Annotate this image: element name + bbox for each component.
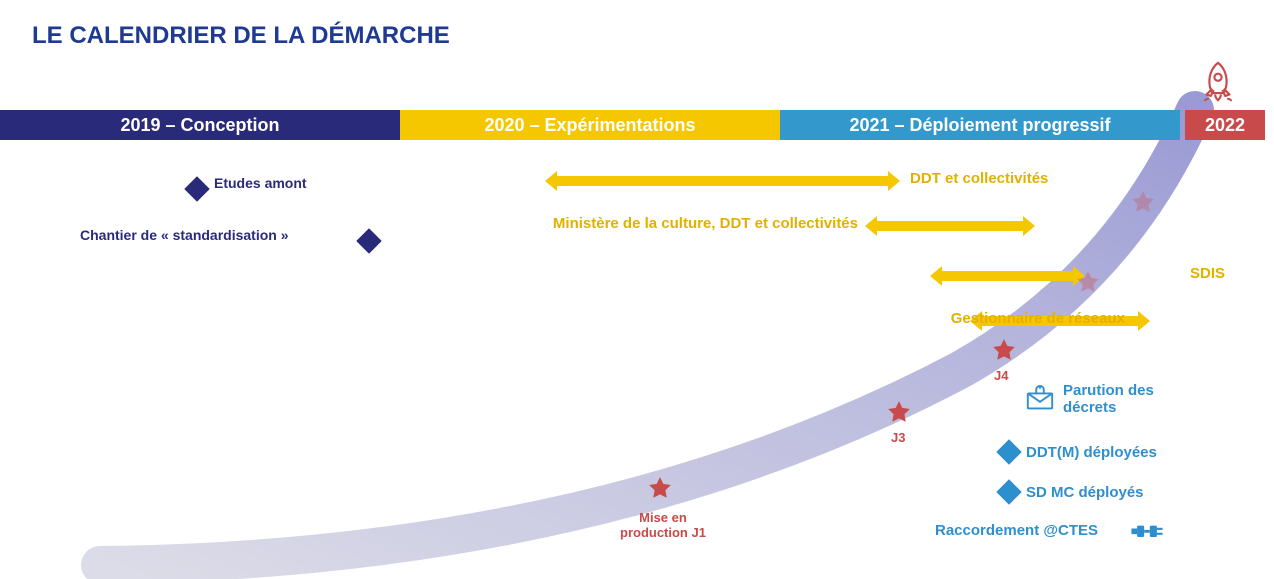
diamond-icon xyxy=(996,479,1021,504)
milestone-star xyxy=(991,338,1017,364)
diamond-marker xyxy=(184,176,209,201)
info-label: Parution des décrets xyxy=(1063,382,1193,416)
curve-star-icon xyxy=(1130,190,1156,216)
phase-3: 2022 xyxy=(1185,110,1265,140)
info-label: SD MC déployés xyxy=(1026,484,1144,501)
info-label: Raccordement @CTES xyxy=(935,522,1098,539)
arrow-label: DDT et collectivités xyxy=(910,170,1048,187)
diamond-icon xyxy=(996,439,1021,464)
plug-icon xyxy=(1130,520,1164,544)
phase-0: 2019 – Conception xyxy=(0,110,400,140)
phase-2: 2021 – Déploiement progressif xyxy=(780,110,1180,140)
timeline-arrow xyxy=(545,172,900,190)
phase-1: 2020 – Expérimentations xyxy=(400,110,780,140)
timeline-arrow xyxy=(865,217,1035,235)
arrow-label: Gestionnaire de réseaux xyxy=(785,310,1125,327)
milestone-label: J3 xyxy=(891,430,905,445)
info-item: DDT(M) déployées xyxy=(1000,443,1157,461)
info-item: Raccordement @CTES xyxy=(935,522,1098,539)
milestone-label: Mise en production J1 xyxy=(620,510,706,540)
milestone-star xyxy=(647,476,673,502)
info-item: SD MC déployés xyxy=(1000,483,1144,501)
curve-star-icon xyxy=(1075,270,1101,296)
info-item: Parution des décrets xyxy=(1025,382,1193,416)
info-label: DDT(M) déployées xyxy=(1026,444,1157,461)
page-title: LE CALENDRIER DE LA DÉMARCHE xyxy=(32,22,450,50)
arrow-label: Ministère de la culture, DDT et collecti… xyxy=(518,215,858,232)
milestone-star xyxy=(886,400,912,426)
legend-label: Chantier de « standardisation » xyxy=(80,227,289,243)
diamond-marker xyxy=(356,228,381,253)
milestone-label: J4 xyxy=(994,368,1008,383)
legend-label: Etudes amont xyxy=(214,175,307,191)
envelope-icon xyxy=(1025,384,1055,414)
rocket-icon xyxy=(1195,60,1241,106)
arrow-label: SDIS xyxy=(885,265,1225,282)
